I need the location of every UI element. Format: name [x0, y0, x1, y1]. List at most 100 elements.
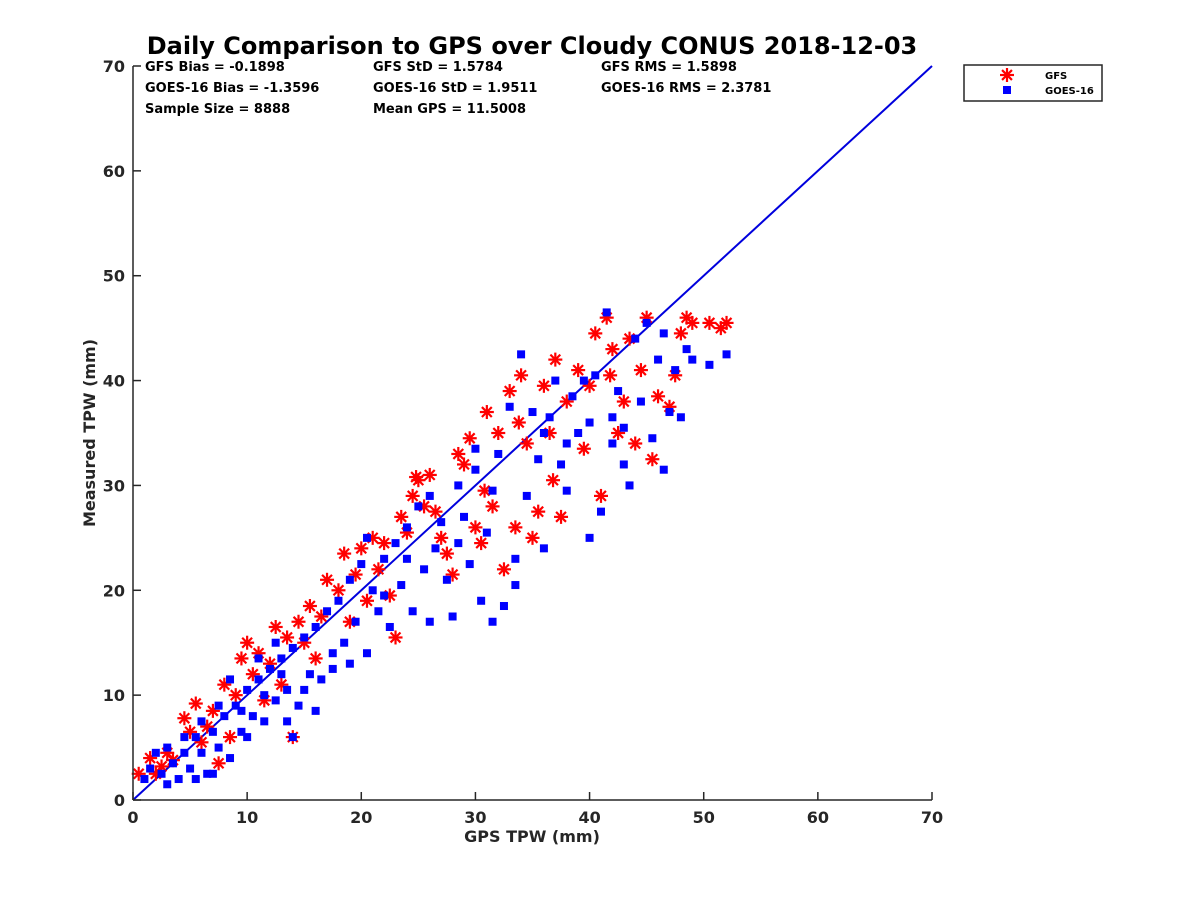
- gfs-point: [616, 394, 631, 409]
- goes16-point: [511, 581, 520, 590]
- gfs-point: [280, 630, 295, 645]
- asterisk-stroke: [241, 636, 253, 649]
- asterisk-stroke: [321, 574, 333, 586]
- gfs-point: [405, 488, 420, 503]
- x-axis-label: GPS TPW (mm): [464, 827, 600, 846]
- gfs-point: [434, 530, 449, 545]
- goes16-point: [231, 701, 240, 710]
- gfs-point: [603, 368, 618, 383]
- goes16-point: [425, 491, 434, 500]
- gfs-point: [496, 562, 511, 577]
- y-tick-label: 30: [103, 476, 125, 495]
- goes16-point: [305, 670, 314, 679]
- asterisk-stroke: [275, 678, 288, 691]
- goes16-point: [557, 460, 566, 469]
- asterisk-stroke: [532, 505, 544, 518]
- asterisk-stroke: [526, 532, 539, 544]
- asterisk-stroke: [486, 500, 499, 513]
- goes16-point: [265, 664, 274, 673]
- goes16-point: [442, 575, 451, 584]
- goes16-point: [146, 764, 155, 773]
- goes16-point: [602, 308, 611, 317]
- x-tick-label: 0: [127, 808, 138, 827]
- asterisk-stroke: [309, 652, 322, 665]
- goes16-point: [208, 769, 217, 778]
- goes16-point: [271, 696, 280, 705]
- goes16-point: [197, 748, 206, 757]
- asterisk-stroke: [201, 720, 213, 733]
- goes16-point: [374, 607, 383, 616]
- asterisk-stroke: [595, 490, 607, 502]
- goes16-point: [648, 434, 657, 443]
- goes16-point: [197, 717, 206, 726]
- gfs-point: [223, 730, 238, 745]
- asterisk-stroke: [629, 437, 641, 450]
- goes16-point: [237, 727, 246, 736]
- goes16-point: [402, 554, 411, 563]
- asterisk-stroke: [435, 532, 447, 544]
- goes16-point: [539, 544, 548, 553]
- goes16-point: [705, 360, 714, 369]
- asterisk-stroke: [478, 484, 491, 497]
- asterisk-stroke: [463, 432, 476, 444]
- x-ticks: 0 10 20 30 40 50 60 70: [127, 792, 943, 827]
- legend: GFS GOES-16: [963, 64, 1103, 102]
- asterisk-stroke: [338, 547, 350, 560]
- goes16-point: [482, 528, 491, 537]
- goes16-point: [254, 654, 263, 663]
- legend-box: [963, 64, 1103, 102]
- asterisk-stroke: [195, 736, 208, 749]
- goes16-point: [591, 371, 600, 380]
- goes16-point: [180, 733, 189, 742]
- asterisk-stroke: [292, 616, 305, 628]
- gfs-point: [548, 352, 563, 367]
- gfs-point: [536, 378, 551, 393]
- goes16-point: [397, 581, 406, 590]
- goes16-point: [568, 392, 577, 401]
- asterisk-stroke: [190, 697, 202, 710]
- goes16-point: [203, 769, 212, 778]
- goes16-point: [608, 439, 617, 448]
- goes16-point: [631, 334, 640, 343]
- asterisk-stroke: [230, 689, 242, 701]
- gfs-point: [291, 614, 306, 629]
- gfs-point: [245, 667, 260, 682]
- goes16-point: [471, 444, 480, 453]
- asterisk-stroke: [212, 757, 225, 770]
- gfs-point: [593, 488, 608, 503]
- goes16-point: [220, 712, 229, 721]
- goes16-point: [357, 560, 366, 569]
- goes16-point: [688, 355, 697, 364]
- goes16-point: [294, 701, 303, 710]
- asterisk-stroke: [549, 353, 562, 366]
- legend-gfs-marker: [1000, 68, 1014, 82]
- asterisk-stroke: [475, 537, 487, 549]
- gfs-point: [302, 599, 317, 614]
- statistics-block: GFS Bias = -0.1898 GFS StD = 1.5784 GFS RM…: [145, 60, 771, 117]
- gfs-point: [633, 363, 648, 378]
- gfs-point: [514, 368, 529, 383]
- asterisk-stroke: [155, 760, 168, 773]
- asterisk-stroke: [503, 385, 516, 397]
- goes16-point: [260, 691, 269, 700]
- asterisk-stroke: [410, 471, 422, 483]
- goes16-point: [334, 596, 343, 605]
- gfs-point: [371, 562, 386, 577]
- asterisk-stroke: [686, 317, 699, 329]
- gfs-point: [320, 572, 335, 587]
- legend-items: GFS GOES-16: [1000, 68, 1094, 97]
- goes16-point: [505, 402, 514, 411]
- goes16-point: [465, 560, 474, 569]
- goes16-point: [659, 329, 668, 338]
- asterisk-stroke: [247, 668, 259, 680]
- goes16-point: [585, 418, 594, 427]
- gfs-point: [546, 473, 561, 488]
- asterisk-stroke: [635, 364, 647, 376]
- goes16-point: [208, 727, 217, 736]
- legend-label: GOES-16: [1045, 86, 1094, 97]
- gfs-point: [554, 509, 569, 524]
- gfs-point: [377, 536, 392, 551]
- goes16-point: [271, 638, 280, 647]
- goes16-point: [311, 706, 320, 715]
